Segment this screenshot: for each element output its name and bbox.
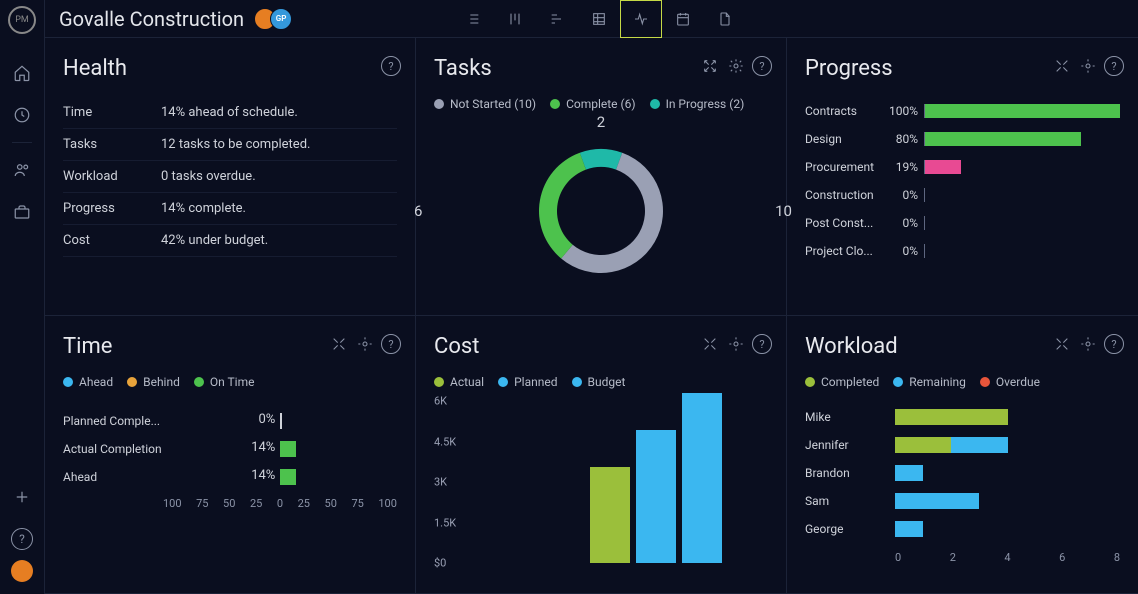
progress-row: Project Clo...0%: [805, 237, 1120, 265]
workload-row: Brandon: [805, 459, 1120, 487]
health-value: 14% ahead of schedule.: [161, 105, 298, 120]
panel-cost: Cost ? ActualPlannedBudget 6K4.5K3K1.5K$…: [416, 316, 787, 594]
health-value: 42% under budget.: [161, 233, 268, 248]
time-row: Planned Comple... 0%: [63, 407, 397, 435]
progress-row: Post Const...0%: [805, 209, 1120, 237]
app-logo[interactable]: PM: [8, 6, 36, 34]
cost-bar: [636, 430, 676, 563]
legend-item: Overdue: [980, 375, 1040, 389]
legend-item: Ahead: [63, 375, 113, 389]
tasks-donut-chart: 2 10 6: [434, 119, 768, 303]
health-key: Time: [63, 105, 161, 120]
legend-item: Not Started (10): [434, 97, 536, 111]
progress-row: Design80%: [805, 125, 1120, 153]
health-row: Cost42% under budget.: [63, 225, 397, 257]
progress-row: Procurement19%: [805, 153, 1120, 181]
health-row: Progress14% complete.: [63, 193, 397, 225]
legend-item: On Time: [194, 375, 255, 389]
health-value: 14% complete.: [161, 201, 246, 216]
panel-time: Time ? AheadBehindOn Time Planned Comple…: [45, 316, 416, 594]
health-row: Time14% ahead of schedule.: [63, 97, 397, 129]
panel-tasks: Tasks ? Not Started (10)Complete (6)In P…: [416, 38, 787, 316]
health-key: Cost: [63, 233, 161, 248]
user-avatar[interactable]: [11, 560, 33, 582]
expand-icon[interactable]: [700, 334, 720, 354]
gear-icon[interactable]: [1078, 56, 1098, 76]
workload-row: Mike: [805, 403, 1120, 431]
workload-row: George: [805, 515, 1120, 543]
time-row: Ahead 14%: [63, 463, 397, 491]
legend-item: Planned: [498, 375, 557, 389]
briefcase-icon[interactable]: [11, 201, 33, 223]
health-value: 12 tasks to be completed.: [161, 137, 310, 152]
donut-label-left: 6: [414, 202, 422, 220]
people-icon[interactable]: [11, 159, 33, 181]
help-icon[interactable]: ?: [752, 334, 772, 354]
tab-dashboard[interactable]: [620, 0, 662, 38]
help-icon[interactable]: ?: [1104, 334, 1124, 354]
add-icon[interactable]: [11, 486, 33, 508]
member-avatar[interactable]: GP: [270, 8, 292, 30]
workload-row: Jennifer: [805, 431, 1120, 459]
view-tabs: [452, 0, 746, 38]
donut-label-top: 2: [597, 113, 605, 131]
project-title: Govalle Construction: [59, 7, 244, 31]
progress-row: Construction0%: [805, 181, 1120, 209]
help-icon[interactable]: ?: [381, 56, 401, 76]
legend-item: In Progress (2): [650, 97, 745, 111]
legend-item: Budget: [572, 375, 626, 389]
health-value: 0 tasks overdue.: [161, 169, 256, 184]
cost-bar: [682, 393, 722, 563]
expand-icon[interactable]: [1052, 334, 1072, 354]
help-icon[interactable]: ?: [1104, 56, 1124, 76]
workload-row: Sam: [805, 487, 1120, 515]
left-nav-rail: PM ?: [0, 0, 45, 594]
cost-bar: [590, 467, 630, 563]
tab-board[interactable]: [494, 0, 536, 38]
member-avatars[interactable]: GP: [260, 8, 292, 30]
gear-icon[interactable]: [726, 56, 746, 76]
expand-icon[interactable]: [329, 334, 349, 354]
health-key: Workload: [63, 169, 161, 184]
health-row: Tasks12 tasks to be completed.: [63, 129, 397, 161]
panel-workload: Workload ? CompletedRemainingOverdue Mik…: [787, 316, 1138, 594]
help-icon[interactable]: ?: [381, 334, 401, 354]
health-key: Tasks: [63, 137, 161, 152]
tab-sheet[interactable]: [578, 0, 620, 38]
legend-item: Actual: [434, 375, 484, 389]
legend-item: Behind: [127, 375, 180, 389]
tab-gantt[interactable]: [536, 0, 578, 38]
legend-item: Complete (6): [550, 97, 636, 111]
gear-icon[interactable]: [355, 334, 375, 354]
panel-health: Health ? Time14% ahead of schedule.Tasks…: [45, 38, 416, 316]
topbar: Govalle Construction GP: [45, 0, 1138, 38]
help-icon[interactable]: ?: [752, 56, 772, 76]
tab-file[interactable]: [704, 0, 746, 38]
health-key: Progress: [63, 201, 161, 216]
progress-row: Contracts100%: [805, 97, 1120, 125]
panel-title: Health: [63, 56, 397, 81]
cost-bar-chart: 6K4.5K3K1.5K$0: [434, 401, 768, 581]
gear-icon[interactable]: [1078, 334, 1098, 354]
tab-calendar[interactable]: [662, 0, 704, 38]
tab-list[interactable]: [452, 0, 494, 38]
gear-icon[interactable]: [726, 334, 746, 354]
expand-icon[interactable]: [1052, 56, 1072, 76]
panel-progress: Progress ? Contracts100%Design80%Procure…: [787, 38, 1138, 316]
health-row: Workload0 tasks overdue.: [63, 161, 397, 193]
time-row: Actual Completion 14%: [63, 435, 397, 463]
clock-icon[interactable]: [11, 104, 33, 126]
legend-item: Completed: [805, 375, 879, 389]
help-icon[interactable]: ?: [11, 528, 33, 550]
home-icon[interactable]: [11, 62, 33, 84]
legend-item: Remaining: [893, 375, 966, 389]
expand-icon[interactable]: [700, 56, 720, 76]
